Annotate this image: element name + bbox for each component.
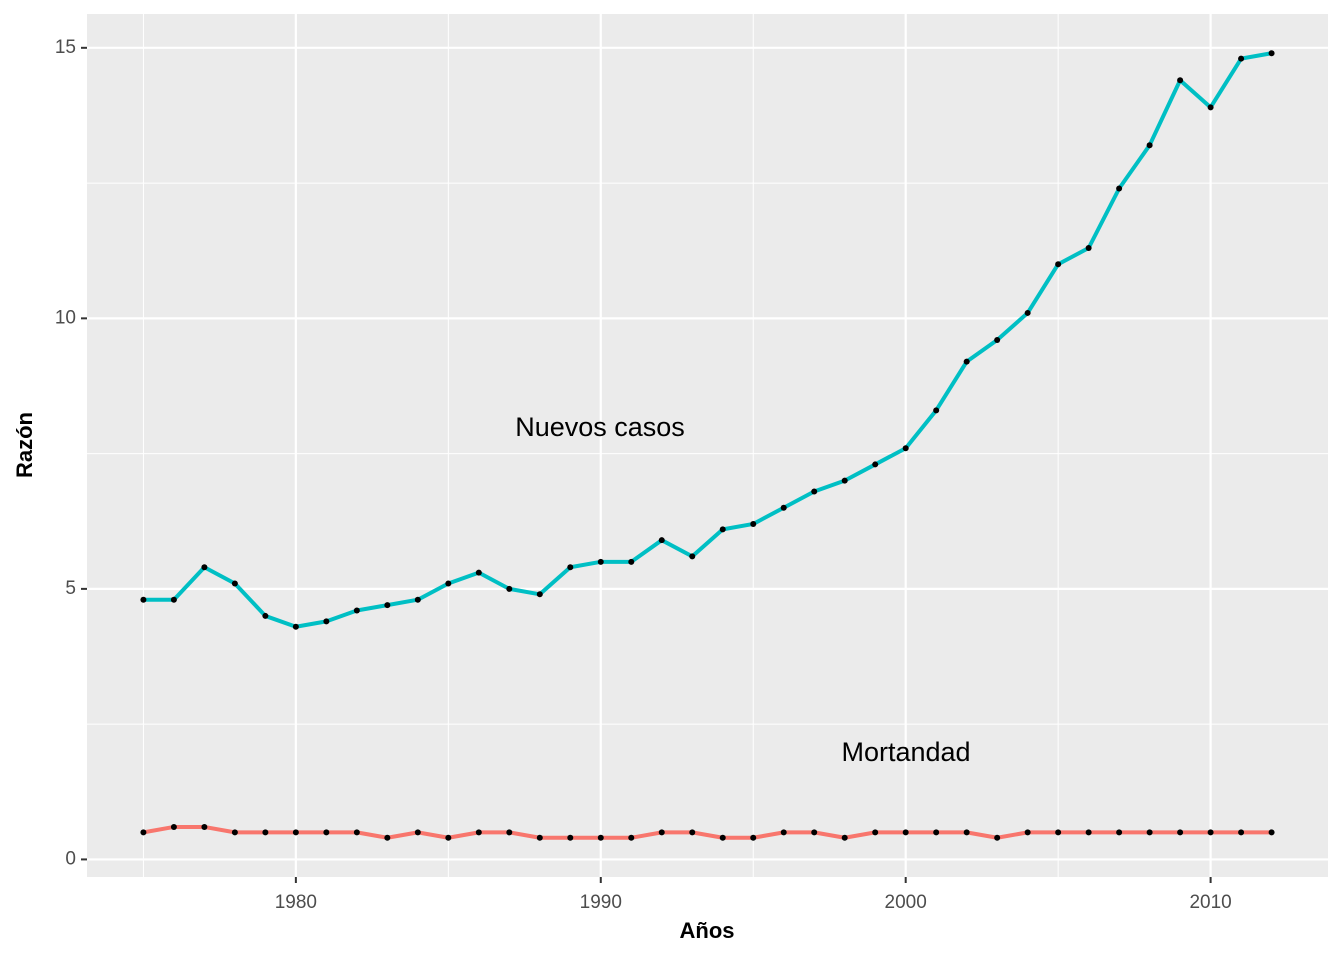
data-point	[414, 596, 421, 603]
x-axis-title: Años	[680, 918, 735, 943]
data-point	[201, 564, 208, 571]
x-tick-label: 2000	[885, 892, 927, 913]
data-point	[1146, 829, 1153, 836]
x-tick-label: 1990	[580, 892, 622, 913]
data-point	[231, 580, 238, 587]
data-point	[140, 596, 147, 603]
data-point	[475, 569, 482, 576]
data-point	[902, 445, 909, 452]
data-point	[872, 461, 879, 468]
data-point	[597, 834, 604, 841]
data-point	[506, 829, 513, 836]
y-tick-label: 10	[55, 307, 76, 328]
data-point	[902, 829, 909, 836]
data-point	[384, 834, 391, 841]
data-point	[1024, 829, 1031, 836]
data-point	[1024, 309, 1031, 316]
data-point	[1116, 185, 1123, 192]
y-tick-label: 0	[65, 848, 76, 869]
data-point	[1177, 77, 1184, 84]
data-point	[506, 585, 513, 592]
y-tick-label: 15	[55, 37, 76, 58]
data-point	[1055, 261, 1062, 268]
data-point	[1085, 245, 1092, 252]
data-point	[262, 829, 269, 836]
data-point	[963, 358, 970, 365]
data-point	[414, 829, 421, 836]
series-label: Mortandad	[841, 737, 970, 767]
data-point	[201, 823, 208, 830]
data-point	[536, 591, 543, 598]
data-point	[170, 596, 177, 603]
series-line	[143, 51, 1272, 629]
data-point	[384, 602, 391, 609]
data-point	[750, 834, 757, 841]
data-point	[597, 558, 604, 565]
y-axis-title: Razón	[12, 412, 37, 478]
data-point	[1116, 829, 1123, 836]
data-point	[445, 834, 452, 841]
data-point	[1238, 829, 1245, 836]
data-point	[567, 834, 574, 841]
data-point	[841, 834, 848, 841]
data-point	[1085, 829, 1092, 836]
data-point	[292, 829, 299, 836]
data-point	[780, 504, 787, 511]
data-point	[1146, 142, 1153, 149]
data-point	[353, 607, 360, 614]
data-point	[1238, 55, 1245, 62]
data-point	[292, 623, 299, 630]
data-point	[933, 829, 940, 836]
data-point	[719, 834, 726, 841]
series-line	[143, 824, 1272, 840]
data-point	[140, 829, 147, 836]
data-point	[963, 829, 970, 836]
data-point	[689, 553, 696, 560]
data-point	[628, 834, 635, 841]
data-point	[1207, 829, 1214, 836]
data-point	[1055, 829, 1062, 836]
data-point	[1207, 104, 1214, 111]
data-point	[658, 537, 665, 544]
data-point	[323, 829, 330, 836]
data-point	[811, 829, 818, 836]
data-point	[231, 829, 238, 836]
data-point	[1177, 829, 1184, 836]
data-point	[689, 829, 696, 836]
data-point	[994, 834, 1001, 841]
data-point	[475, 829, 482, 836]
series-label: Nuevos casos	[515, 412, 685, 442]
data-point	[811, 488, 818, 495]
panel	[87, 14, 1328, 877]
data-point	[353, 829, 360, 836]
data-point	[323, 618, 330, 625]
data-point	[262, 612, 269, 619]
data-point	[841, 477, 848, 484]
data-point	[719, 526, 726, 533]
data-point	[536, 834, 543, 841]
data-point	[658, 829, 665, 836]
data-point	[780, 829, 787, 836]
data-point	[170, 823, 177, 830]
x-tick-label: 1980	[275, 892, 317, 913]
data-point	[994, 336, 1001, 343]
data-point	[1268, 829, 1275, 836]
data-point	[445, 580, 452, 587]
data-point	[567, 564, 574, 571]
y-tick-label: 5	[65, 578, 76, 599]
data-point	[628, 558, 635, 565]
data-point	[1268, 50, 1275, 57]
data-point	[750, 520, 757, 527]
data-point	[872, 829, 879, 836]
data-point	[933, 407, 940, 414]
x-tick-label: 2010	[1189, 892, 1231, 913]
